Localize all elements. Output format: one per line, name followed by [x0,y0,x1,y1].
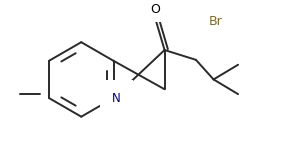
Text: O: O [150,3,160,16]
Text: N: N [112,92,121,105]
Text: Br: Br [209,15,223,28]
